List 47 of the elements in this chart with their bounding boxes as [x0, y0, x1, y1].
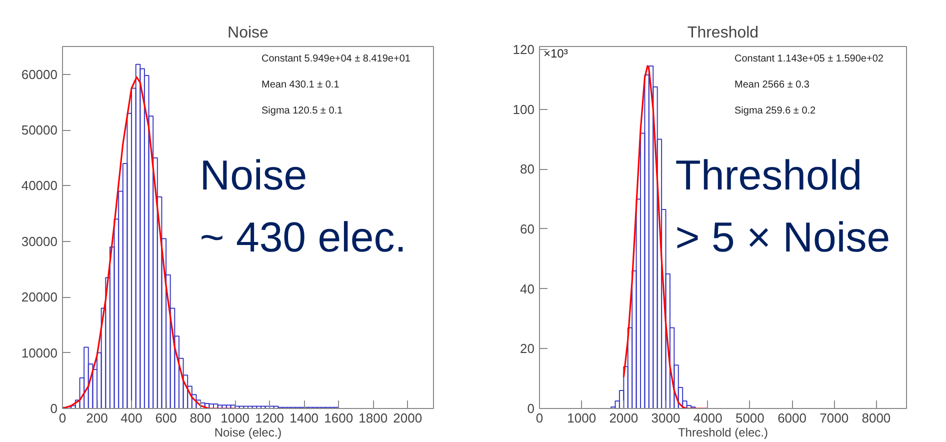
x-axis-title: Noise (elec.) — [214, 426, 282, 440]
annotation: Mean 2566 ± 0.3 — [734, 80, 810, 90]
y-tick-label: 20 — [520, 341, 535, 356]
x-tick-label: 2000 — [609, 410, 638, 426]
x-tick-label: 1000 — [567, 410, 596, 426]
annotation: Mean 430.1 ± 0.1 — [262, 80, 340, 90]
y-tick-label: 80 — [520, 162, 535, 177]
annotation: Constant 5.949e+04 ± 8.419e+01 — [262, 54, 411, 64]
x-tick-label: 200 — [86, 410, 108, 426]
chart-title: Noise — [228, 24, 269, 42]
x-axis-title: Threshold (elec.) — [678, 426, 768, 440]
x-tick-label: 2000 — [393, 410, 422, 426]
x-tick-label: 1600 — [324, 410, 354, 426]
y-tick-label: 40000 — [21, 178, 58, 194]
y-tick-label: 50000 — [21, 122, 58, 138]
y-tick-label: 60000 — [21, 66, 58, 82]
x-tick-label: 800 — [190, 410, 212, 426]
x-tick-label: 1200 — [255, 410, 284, 426]
x-tick-label: 400 — [120, 410, 142, 426]
annotation: Constant 1.143e+05 ± 1.590e+02 — [734, 54, 884, 64]
x-tick-label: 8000 — [862, 410, 891, 426]
x-tick-label: 6000 — [778, 410, 806, 426]
y-tick-label: 10000 — [21, 345, 58, 360]
annotation: ×10³ — [544, 46, 568, 60]
x-tick-label: 5000 — [735, 410, 764, 426]
x-tick-label: 4000 — [693, 410, 722, 426]
annotation: Threshold — [675, 152, 862, 198]
y-tick-label: 0 — [527, 401, 535, 416]
annotation: > 5 × Noise — [675, 214, 890, 260]
annotation: ~ 430 elec. — [200, 214, 406, 260]
x-tick-label: 1000 — [220, 410, 250, 426]
x-tick-label: 600 — [155, 410, 177, 426]
y-tick-label: 120 — [512, 42, 535, 57]
x-tick-label: 7000 — [820, 410, 849, 426]
y-tick-label: 60 — [520, 221, 535, 236]
y-tick-label: 40 — [520, 281, 535, 296]
annotation: Noise — [200, 152, 308, 198]
y-tick-label: 30000 — [21, 234, 58, 249]
annotation: Sigma 120.5 ± 0.1 — [262, 106, 344, 116]
x-tick-label: 1400 — [290, 410, 319, 426]
y-tick-label: 20000 — [21, 290, 58, 305]
y-tick-label: 100 — [512, 102, 535, 117]
x-tick-label: 3000 — [651, 410, 680, 426]
x-tick-label: 1800 — [358, 410, 388, 426]
chart-title: Threshold — [687, 24, 759, 42]
y-tick-label: 0 — [50, 401, 58, 416]
annotation: Sigma 259.6 ± 0.2 — [734, 106, 816, 116]
